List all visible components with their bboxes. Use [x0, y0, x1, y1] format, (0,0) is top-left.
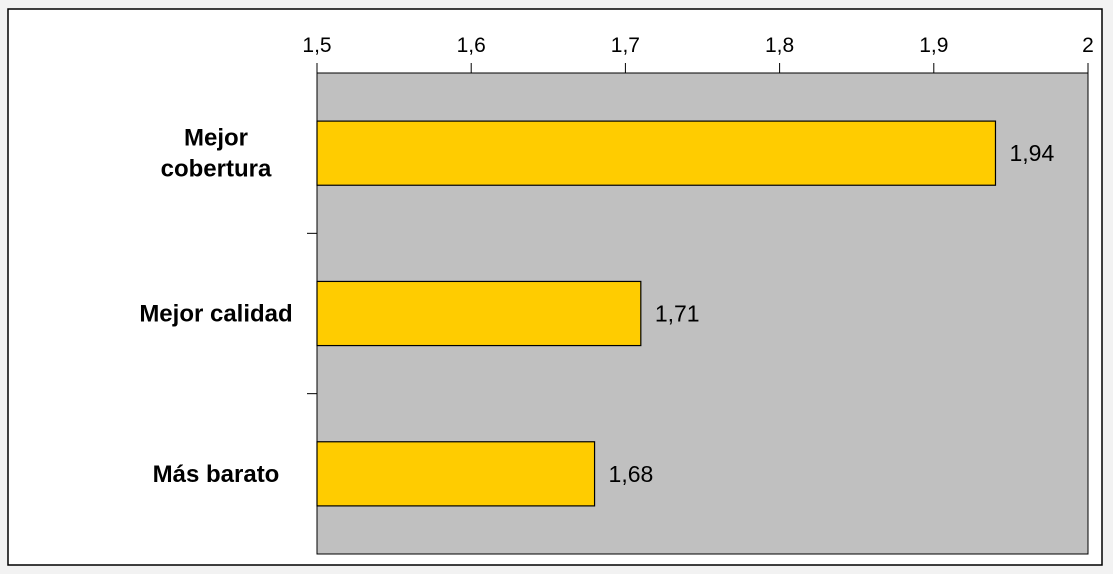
category-label: Más barato — [153, 461, 280, 488]
x-tick-label: 1,9 — [919, 34, 948, 57]
bars — [316, 120, 997, 507]
x-tick-label: 1,6 — [457, 34, 486, 57]
x-tick-label: 1,5 — [302, 34, 331, 57]
x-tick-label: 2 — [1082, 34, 1094, 57]
bar[interactable] — [316, 280, 642, 347]
bar[interactable] — [316, 120, 997, 186]
data-label: 1,68 — [609, 461, 654, 487]
x-tick-label: 1,8 — [765, 34, 794, 57]
data-label: 1,71 — [655, 301, 700, 327]
category-label: Mejor — [184, 125, 248, 152]
x-tick-label: 1,7 — [611, 34, 640, 57]
category-label: cobertura — [161, 156, 272, 183]
labels: 1,94 Mejor cobertura 1,71 Mejor calidad 1,68 M… — [139, 125, 1054, 488]
bar[interactable] — [316, 441, 596, 507]
data-label: 1,94 — [1009, 140, 1054, 166]
category-label: Mejor calidad — [139, 301, 292, 328]
x-axis: 1,5 1,6 1,7 1,8 1,9 2 — [302, 34, 1094, 395]
